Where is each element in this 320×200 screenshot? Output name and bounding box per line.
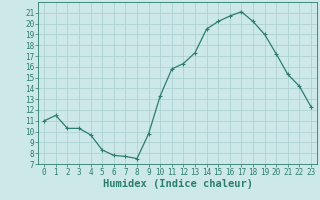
X-axis label: Humidex (Indice chaleur): Humidex (Indice chaleur): [103, 179, 252, 189]
